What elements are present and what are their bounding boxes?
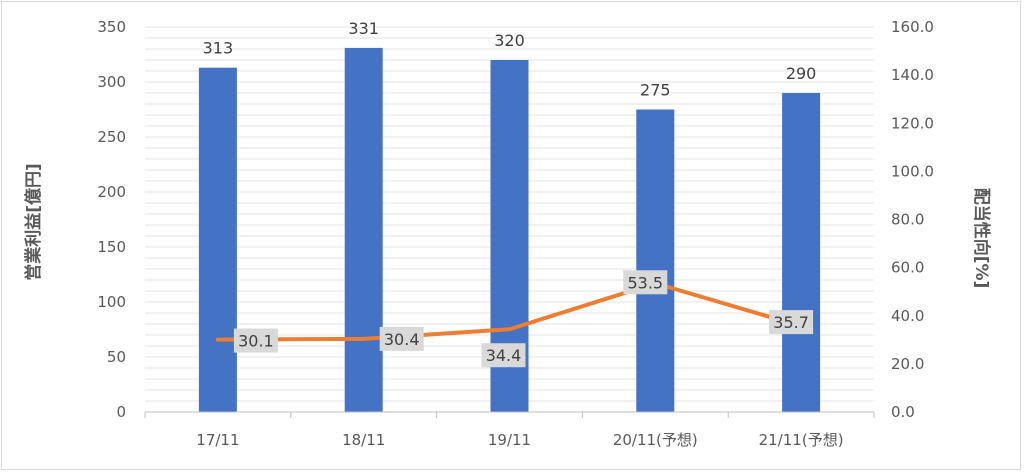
y-tick-label-left: 200 — [97, 183, 126, 201]
y-tick-label-right: 100.0 — [891, 162, 934, 180]
line-data-label: 35.7 — [773, 313, 809, 332]
line-data-label: 30.4 — [384, 330, 420, 349]
line-series-path — [215, 281, 804, 342]
bar-data-label: 331 — [348, 19, 379, 38]
y-tick-label-left: 150 — [97, 238, 126, 256]
bar-data-label: 320 — [494, 31, 525, 50]
y-tick-label-right: 120.0 — [891, 114, 934, 132]
axes: 0 50 100 150 200 250 300 350 0.0 20.0 40.0 60.0 80.0… — [97, 18, 934, 449]
y-tick-label-left: 250 — [97, 128, 126, 146]
bar — [636, 109, 675, 412]
bar-series — [198, 47, 821, 413]
x-tick-label: 20/11(予想) — [613, 431, 698, 449]
line-data-label: 34.4 — [486, 346, 522, 365]
y-tick-label-right: 160.0 — [891, 18, 934, 36]
y-tick-label-right: 60.0 — [891, 259, 924, 277]
x-tick-label: 17/11 — [196, 431, 239, 449]
y-tick-label-right: 80.0 — [891, 211, 924, 229]
bar-data-label: 313 — [203, 39, 234, 58]
bar — [782, 93, 821, 412]
y-tick-label-right: 20.0 — [891, 355, 924, 373]
data-labels: 313 331 320 275 290 30.1 30.4 34.4 53.5 35.7 — [203, 19, 817, 368]
y-tick-label-left: 350 — [97, 18, 126, 36]
line-data-label-box — [769, 310, 814, 335]
x-tick-label: 18/11 — [342, 431, 385, 449]
x-tick-label: 21/11(予想) — [759, 431, 844, 449]
x-tick-label: 19/11 — [488, 431, 531, 449]
bar — [344, 47, 383, 413]
line-series — [215, 281, 804, 342]
y-tick-label-right: 140.0 — [891, 66, 934, 84]
line-data-label-box — [233, 328, 278, 353]
y-axis-title-right: 配当性向[%] — [971, 188, 992, 289]
y-axis-title-left: 営業利益[億円] — [23, 163, 44, 281]
bar — [198, 67, 237, 412]
line-data-label-box — [379, 326, 424, 351]
line-data-label: 30.1 — [238, 332, 274, 351]
bar-data-label: 290 — [786, 64, 817, 83]
y-tick-label-left: 300 — [97, 73, 126, 91]
y-tick-label-right: 40.0 — [891, 307, 924, 325]
y-tick-label-left: 0 — [116, 403, 126, 421]
bar-data-label: 275 — [640, 81, 671, 100]
line-data-label-box — [623, 270, 668, 295]
line-data-label-box — [481, 343, 526, 368]
y-tick-label-right: 0.0 — [891, 403, 915, 421]
y-tick-label-left: 50 — [107, 348, 126, 366]
line-data-label: 53.5 — [627, 273, 663, 292]
y-tick-label-left: 100 — [97, 293, 126, 311]
